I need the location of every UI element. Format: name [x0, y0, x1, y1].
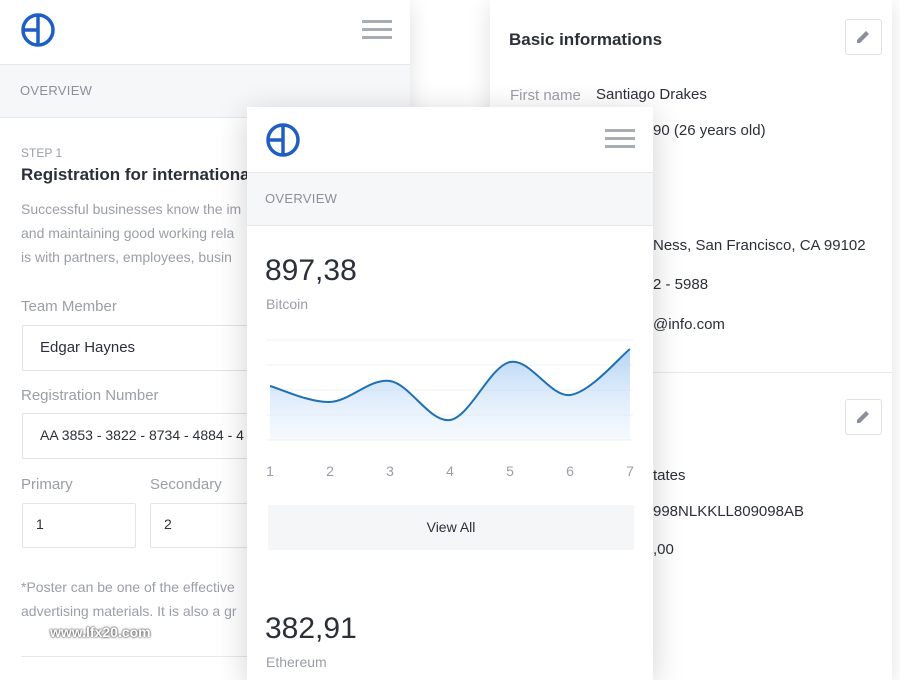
stat-value: 897,38	[265, 254, 357, 287]
row-value: Santiago Drakes	[596, 86, 707, 103]
x-tick-label: 7	[626, 463, 634, 479]
edit-button[interactable]	[845, 19, 882, 55]
paragraph-line: is with partners, employees, busin	[21, 249, 232, 265]
divider	[21, 656, 401, 657]
row-value: Ness, San Francisco, CA 99102	[653, 237, 866, 254]
stat-name: Bitcoin	[266, 296, 309, 312]
step-title: Registration for internationa	[21, 165, 250, 184]
button-label: View All	[426, 519, 476, 535]
line	[269, 348, 631, 422]
edit-icon	[857, 411, 869, 423]
field-label: Primary	[21, 476, 73, 493]
x-tick-label: 2	[326, 463, 334, 479]
note-line: advertising materials. It is also a gr	[21, 603, 237, 619]
input-value: 2	[164, 516, 172, 532]
row-value: 2 - 5988	[653, 276, 709, 293]
note-line: *Poster can be one of the effective	[21, 579, 235, 595]
stat-value: 382,91	[265, 612, 357, 645]
line-chart: 1 2 3 4 5 6 7	[266, 339, 634, 479]
overview-card: OVERVIEW 897,38 Bitcoin 1 2 3 4 5 6 7 View All…	[247, 107, 653, 680]
logo	[21, 13, 55, 47]
row-value: @info.com	[653, 316, 725, 333]
x-tick-label: 6	[566, 463, 574, 479]
view-all-button[interactable]: View All	[268, 505, 634, 550]
watermark: www.lfx20.com	[50, 624, 151, 640]
row-value: ,00	[653, 541, 674, 558]
field-label: Secondary	[150, 476, 222, 493]
row-value: 998NLKKLL809098AB	[653, 503, 804, 520]
section-label: OVERVIEW	[20, 83, 93, 98]
logo	[266, 123, 300, 157]
paragraph-line: and maintaining good working rela	[21, 225, 235, 241]
x-tick-label: 3	[386, 463, 394, 479]
x-tick-label: 5	[506, 463, 514, 479]
stat-name: Ethereum	[266, 654, 327, 670]
row-value: tates	[653, 467, 686, 484]
field-label: Team Member	[21, 298, 117, 315]
menu-icon[interactable]	[362, 20, 392, 40]
input-value: 1	[36, 516, 44, 532]
input-value: Edgar Haynes	[40, 339, 136, 356]
step-label: STEP 1	[21, 146, 63, 160]
section-band: OVERVIEW	[247, 172, 653, 226]
edit-button[interactable]	[845, 399, 882, 435]
section-label: OVERVIEW	[265, 191, 338, 206]
paragraph-line: Successful businesses know the im	[21, 201, 242, 217]
field-label: Registration Number	[21, 387, 159, 404]
menu-icon[interactable]	[605, 129, 635, 149]
row-label: First name	[510, 87, 581, 104]
text-input[interactable]: 1	[22, 503, 136, 548]
x-tick-label: 1	[266, 463, 274, 479]
area	[270, 349, 630, 440]
card-title: Basic informations	[509, 30, 663, 49]
divider	[490, 372, 892, 373]
edit-icon	[857, 31, 869, 43]
row-value: 90 (26 years old)	[653, 122, 766, 139]
x-tick-label: 4	[446, 463, 454, 479]
input-value: AA 3853 - 3822 - 8734 - 4884 - 4	[40, 427, 244, 443]
